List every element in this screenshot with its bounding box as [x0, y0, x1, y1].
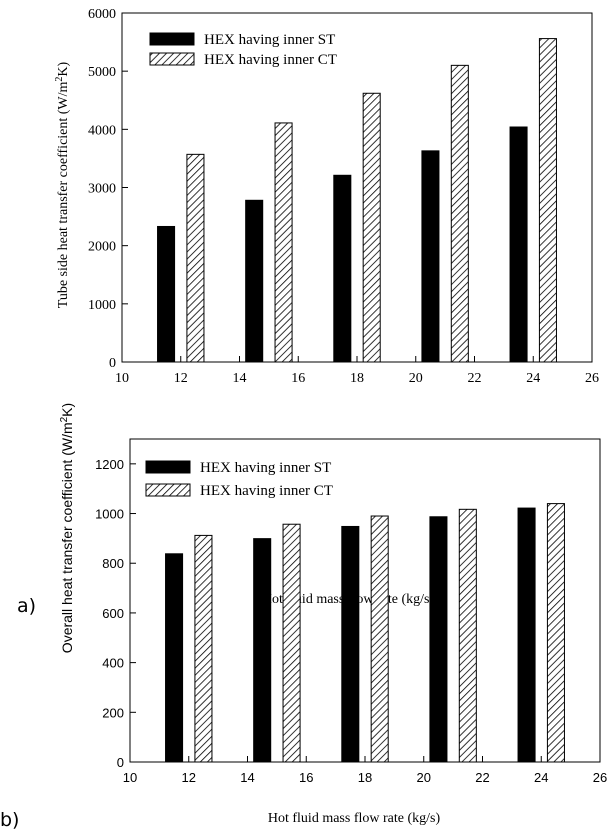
chart-a-yaxis-title: Tube side heat transfer coefficient (W/m…	[54, 61, 71, 308]
chart-a-plot: 0 1000 2000 3000 4000 5000 6000 10 12 14 16 18 20 22 2…	[88, 7, 599, 386]
chart-b-bar-ct	[282, 523, 301, 763]
chart-b-ytick-label: 1200	[95, 457, 124, 472]
chart-b-ytick-label: 0	[117, 755, 124, 770]
chart-a-bar-ct	[362, 92, 381, 363]
chart-a-xtick-label: 18	[350, 371, 364, 386]
chart-b-xlabel: Hot fluid mass flow rate (kg/s)	[268, 811, 441, 826]
chart-b-bar-st	[165, 553, 184, 763]
chart-a-ytick-label: 4000	[88, 123, 116, 138]
chart-a-xtick-label: 16	[291, 371, 305, 386]
chart-b-xtick-label: 18	[358, 770, 372, 785]
chart-b-legend-swatch-ct	[145, 483, 191, 497]
chart-a-legend-swatch-st	[149, 32, 195, 46]
chart-b-xtick-label: 12	[182, 770, 196, 785]
chart-b-ytick-label: 1000	[95, 507, 124, 522]
chart-a: Tube side heat transfer coefficient (W/m…	[17, 7, 599, 617]
chart-a-bar-ct	[538, 38, 557, 363]
chart-a-xtick-label: 24	[526, 371, 540, 386]
chart-a-ytick-label: 3000	[88, 182, 116, 197]
chart-a-bar-ct	[450, 64, 469, 363]
chart-b-ytick-label: 800	[102, 556, 124, 571]
chart-a-ytick-label: 6000	[88, 7, 116, 22]
chart-b-xtick-label: 14	[240, 770, 254, 785]
chart-a-xtick-label: 10	[115, 371, 129, 386]
chart-a-bar-ct	[186, 153, 205, 363]
chart-b-bar-st	[517, 507, 536, 763]
chart-a-xtick-label: 14	[233, 371, 247, 386]
chart-b-plot: 0 200 400 600 800 1000 1200 10 12 14 16 18 20 22 24 26 H…	[95, 438, 607, 785]
chart-a-ytick-label: 5000	[88, 65, 116, 80]
chart-a-xtick-label: 26	[585, 371, 599, 386]
chart-b-xtick-label: 26	[593, 770, 607, 785]
chart-a-legend-label: HEX having inner CT	[204, 52, 337, 68]
chart-b-xtick-label: 16	[299, 770, 313, 785]
chart-b-ytick-label: 200	[102, 705, 124, 720]
chart-a-xtick-label: 20	[409, 371, 423, 386]
chart-b-xtick-label: 24	[534, 770, 548, 785]
chart-b-bar-st	[253, 538, 272, 763]
chart-b-ylabel: Overall heat transfer coefficient (W/m2K…	[59, 403, 75, 653]
chart-a-bar-st	[333, 174, 352, 363]
chart-b-bar-st	[341, 525, 360, 763]
chart-b-legend-label: HEX having inner CT	[200, 483, 333, 499]
chart-a-xtick-label: 22	[468, 371, 482, 386]
chart-a-ytick-label: 1000	[88, 298, 116, 313]
chart-b-ytick-label: 400	[102, 656, 124, 671]
chart-b-bar-ct	[546, 503, 565, 763]
chart-a-bar-ct	[274, 122, 293, 363]
chart-a-ylabel: Tube side heat transfer coefficient (W/m…	[54, 61, 71, 308]
chart-a-ytick-label: 2000	[88, 240, 116, 255]
chart-a-ytick-label: 0	[109, 356, 116, 371]
chart-b: Overall heat transfer coefficient (W/m2K…	[0, 403, 607, 829]
chart-b-bar-ct	[370, 515, 389, 763]
chart-a-bar-st	[509, 126, 528, 363]
chart-a-bar-st	[157, 225, 176, 363]
chart-a-bar-st	[421, 150, 440, 363]
chart-a-xtick-label: 12	[174, 371, 188, 386]
chart-b-xtick-label: 22	[475, 770, 489, 785]
chart-b-bar-ct	[194, 534, 213, 763]
chart-b-legend-label: HEX having inner ST	[200, 460, 331, 476]
chart-a-legend-label: HEX having inner ST	[204, 32, 335, 48]
chart-a-bar-st	[245, 199, 264, 363]
chart-b-panel-label: b)	[0, 809, 19, 829]
chart-b-ytick-label: 600	[102, 606, 124, 621]
chart-b-legend-swatch-st	[145, 460, 191, 474]
chart-b-bar-ct	[458, 508, 477, 763]
chart-b-bar-st	[429, 516, 448, 763]
chart-b-xtick-label: 10	[123, 770, 137, 785]
chart-a-legend-swatch-ct	[149, 52, 195, 66]
chart-b-xtick-label: 20	[417, 770, 431, 785]
chart-a-panel-label: a)	[17, 595, 36, 617]
